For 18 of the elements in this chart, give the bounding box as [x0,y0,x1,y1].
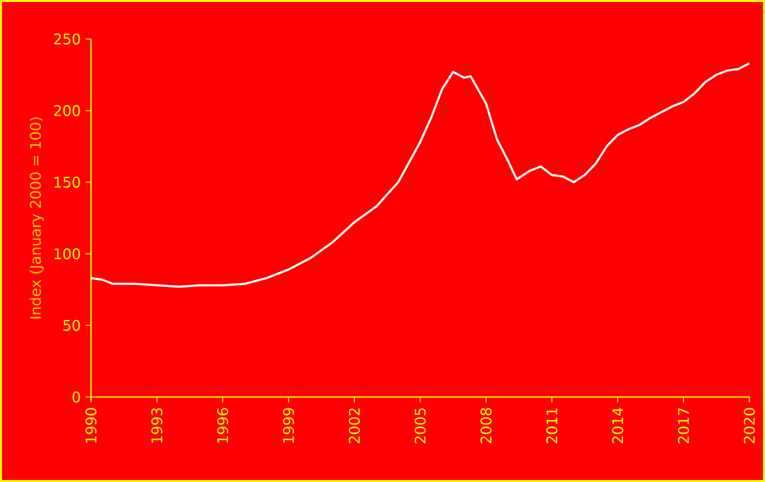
x-tick-label: 2002 [348,408,360,444]
x-tick-label: 2014 [612,408,624,444]
x-tick-label: 2008 [480,408,492,444]
x-tick-label: 1993 [151,408,162,443]
x-tick-label: 2020 [744,408,755,444]
y-tick-label: 50 [63,320,80,331]
y-axis-title: Index (January 2000 = 100) [30,117,44,318]
x-tick-label: 2005 [414,408,426,444]
x-tick-label: 2017 [678,408,690,444]
x-tick-label: 2011 [546,408,558,444]
y-tick-label: 200 [54,105,80,116]
y-tick-label: 250 [54,33,80,45]
x-tick-label: 1999 [282,408,294,443]
y-tick-label: 0 [72,391,80,403]
y-tick-label: 150 [54,176,80,188]
y-tick-label: 100 [54,248,80,260]
x-tick-label: 1990 [85,408,97,443]
x-tick-label: 1996 [217,408,228,443]
